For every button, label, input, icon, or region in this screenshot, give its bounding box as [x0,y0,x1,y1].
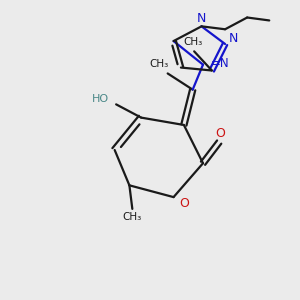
Text: O: O [216,127,226,140]
Text: CH₃: CH₃ [183,37,202,47]
Text: O: O [179,197,189,210]
Text: HO: HO [92,94,110,104]
Text: CH₃: CH₃ [123,212,142,222]
Text: N: N [229,32,238,45]
Text: CH₃: CH₃ [150,59,169,69]
Text: N: N [197,13,206,26]
Text: =N: =N [211,57,230,70]
